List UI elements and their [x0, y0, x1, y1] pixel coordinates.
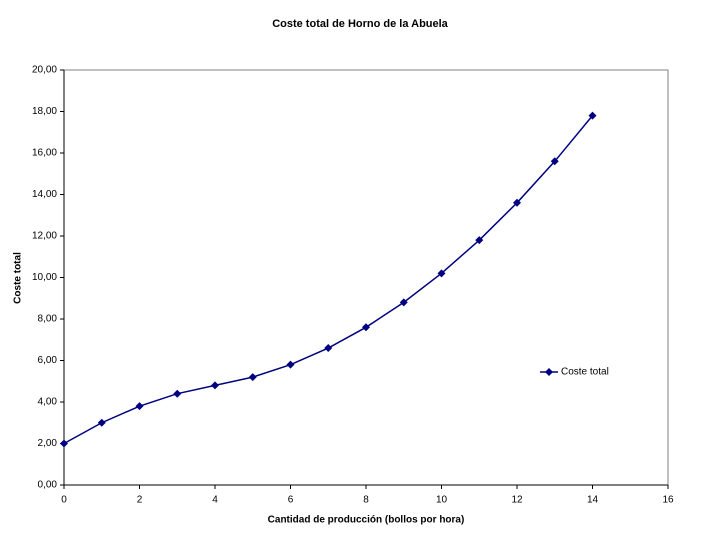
x-axis-title: Cantidad de producción (bollos por hora) [268, 515, 465, 526]
data-point [362, 323, 370, 332]
data-point [513, 198, 521, 207]
data-point [248, 373, 257, 382]
data-point [173, 389, 182, 398]
x-tick-label: 0 [61, 495, 67, 506]
legend-marker [545, 368, 553, 376]
x-tick-label: 6 [288, 495, 294, 506]
x-tick-label: 4 [212, 495, 218, 506]
y-tick-label: 4,00 [38, 397, 58, 408]
y-tick-label: 8,00 [38, 314, 58, 325]
data-point [550, 157, 559, 166]
y-tick-label: 2,00 [38, 438, 58, 449]
data-point [211, 381, 219, 390]
data-point [135, 402, 144, 411]
x-tick-label: 2 [137, 495, 143, 506]
x-tick-label: 16 [662, 495, 674, 506]
y-tick-label: 20,00 [32, 65, 57, 76]
data-point [286, 360, 295, 369]
legend-label: Coste total [561, 367, 609, 378]
y-tick-label: 18,00 [32, 106, 57, 117]
x-tick-label: 8 [363, 495, 369, 506]
y-tick-label: 16,00 [32, 148, 57, 159]
y-tick-label: 0,00 [38, 480, 58, 491]
chart-title: Coste total de Horno de la Abuela [272, 18, 448, 30]
y-axis-title: Coste total [13, 252, 24, 304]
y-tick-label: 14,00 [32, 189, 57, 200]
plot-area [63, 69, 669, 486]
y-tick-label: 6,00 [38, 355, 58, 366]
data-point [588, 111, 597, 120]
y-tick-label: 10,00 [32, 272, 57, 283]
data-point [399, 298, 408, 307]
x-tick-label: 14 [587, 495, 599, 506]
data-point [475, 236, 484, 245]
data-point [60, 439, 68, 448]
y-tick-label: 12,00 [32, 231, 57, 242]
x-tick-label: 10 [436, 495, 448, 506]
x-tick-label: 12 [511, 495, 523, 506]
data-point [97, 418, 106, 427]
series-line [63, 115, 594, 445]
data-point [324, 344, 333, 353]
data-point [437, 269, 446, 278]
